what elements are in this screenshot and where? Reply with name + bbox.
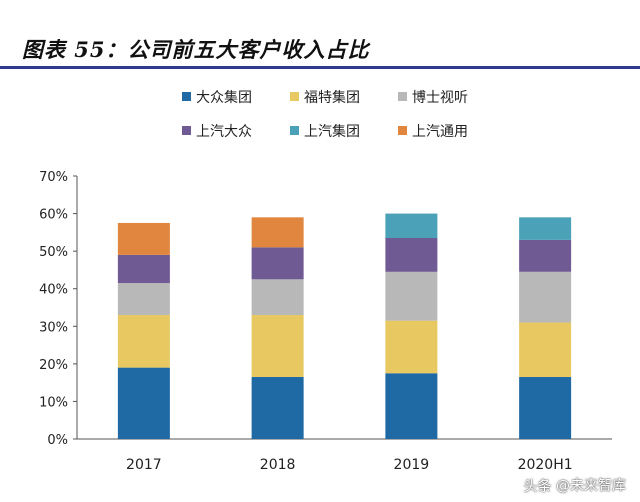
bar-segment	[251, 217, 304, 248]
legend-swatch	[398, 92, 407, 101]
legend-item: 上汽大众	[182, 124, 252, 140]
bar-stack	[519, 217, 572, 439]
legend-label: 福特集团	[304, 89, 360, 106]
bar-segment	[251, 247, 304, 280]
bar-segment	[117, 367, 170, 439]
y-tick-label: 10%	[39, 395, 68, 410]
legend-item: 福特集团	[290, 89, 360, 106]
y-tick-label: 50%	[39, 245, 68, 260]
y-tick-label: 20%	[39, 358, 68, 373]
bar-segment	[385, 271, 438, 321]
figure-title: 图表 55：公司前五大客户收入占比	[22, 37, 370, 62]
watermark-text: @未来智库	[556, 478, 626, 494]
bar-stack	[251, 217, 304, 439]
legend-swatch	[182, 126, 191, 135]
bar-segment	[519, 239, 572, 272]
y-tick-label: 30%	[39, 320, 68, 335]
bar-segment	[251, 279, 304, 316]
y-tick-label: 60%	[39, 208, 68, 223]
x-tick-label: 2020H1	[518, 457, 573, 473]
legend-swatch	[182, 92, 191, 101]
bar-segment	[519, 271, 572, 323]
legend-label: 上汽通用	[412, 124, 468, 140]
legend-item: 上汽集团	[290, 123, 360, 140]
y-tick-label: 70%	[39, 170, 68, 185]
x-tick-label: 2018	[260, 457, 296, 473]
legend-item: 大众集团	[182, 89, 252, 106]
watermark: 头条 @未来智库	[524, 475, 626, 496]
bar-segment	[251, 377, 304, 439]
legend-label: 上汽集团	[304, 123, 360, 140]
legend-swatch	[398, 126, 407, 135]
x-axis-labels: 2017 2018 2019 2020H1	[126, 457, 573, 473]
bar-series	[117, 213, 572, 439]
legend-label: 大众集团	[196, 89, 252, 106]
legend-label: 博士视听	[412, 89, 468, 106]
bar-segment	[519, 322, 572, 378]
bar-segment	[385, 320, 438, 374]
bar-segment	[117, 222, 170, 255]
title-underline	[0, 66, 640, 69]
bar-segment	[519, 217, 572, 240]
legend-label: 上汽大众	[196, 124, 252, 140]
x-tick-label: 2017	[126, 457, 162, 473]
title-bar: 图表 55：公司前五大客户收入占比	[0, 0, 640, 70]
bar-segment	[385, 237, 438, 272]
legend-item: 上汽通用	[398, 124, 468, 140]
y-tick-label: 40%	[39, 283, 68, 298]
bar-segment	[251, 315, 304, 378]
legend-swatch	[290, 92, 299, 101]
bar-segment	[519, 377, 572, 439]
bar-segment	[385, 213, 438, 238]
bar-stack	[117, 222, 170, 439]
bar-segment	[385, 373, 438, 439]
y-tick-label: 0%	[47, 433, 68, 448]
legend-item: 博士视听	[398, 89, 468, 106]
legend-swatch	[290, 126, 299, 135]
bar-segment	[117, 315, 170, 368]
x-tick-label: 2019	[394, 457, 430, 473]
watermark-logo: 头条	[523, 479, 552, 495]
bar-segment	[117, 254, 170, 284]
bar-segment	[117, 283, 170, 316]
bar-stack	[385, 213, 438, 439]
